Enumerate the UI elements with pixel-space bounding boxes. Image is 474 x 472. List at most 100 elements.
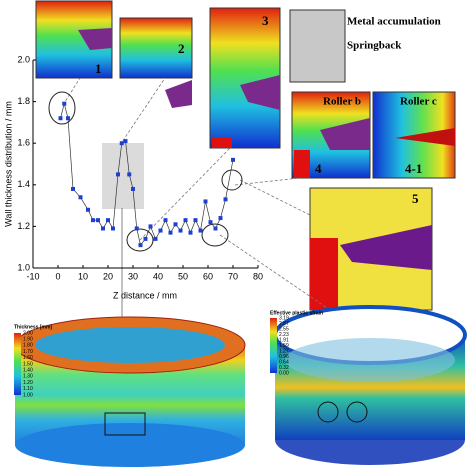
colorbar-label: 1.50	[23, 361, 33, 367]
data-point	[148, 224, 153, 229]
connectors	[48, 77, 331, 420]
annotation: Roller c	[400, 96, 437, 108]
colorbar-label: 1.70	[23, 349, 33, 355]
colorbar-label: 3.19	[279, 315, 289, 321]
colorbar-label: 2.00	[23, 330, 33, 336]
colorbar-label: 1.00	[23, 392, 33, 398]
panel-label: 3	[262, 13, 269, 28]
colorbar-label: 1.20	[23, 380, 33, 386]
roller	[320, 118, 370, 150]
data-line	[60, 103, 234, 246]
ring-inner	[285, 338, 455, 382]
insets	[35, 0, 456, 311]
mandrel	[212, 138, 232, 148]
colorbar-label: 2.23	[279, 332, 289, 338]
panel-label: 2	[178, 41, 185, 56]
y-tick-label: 1.4	[17, 179, 30, 189]
data-point	[119, 141, 124, 146]
mandrel	[310, 238, 338, 310]
data-point	[138, 243, 143, 248]
roller	[78, 28, 112, 50]
annotation: Springback	[347, 40, 402, 52]
data-point	[131, 186, 135, 191]
circle	[346, 401, 368, 423]
colorbar-label: 2.87	[279, 321, 289, 327]
colorbar-label: 0.96	[279, 354, 289, 360]
x-tick-label: -10	[26, 271, 39, 281]
roller	[395, 128, 455, 146]
circle	[201, 223, 229, 247]
x-tick-label: 0	[55, 271, 60, 281]
data-point	[231, 157, 235, 162]
colorbar-label: 1.40	[23, 368, 33, 374]
colorbar-label: 1.80	[23, 343, 33, 349]
mandrel	[294, 150, 310, 178]
colorbar-label: 0.32	[279, 365, 289, 371]
x-tick-label: 10	[78, 271, 88, 281]
y-tick-label: 1.8	[17, 96, 30, 106]
data-point	[62, 101, 67, 106]
panel-label: 5	[412, 191, 419, 206]
data-point	[58, 116, 63, 121]
connector	[62, 77, 81, 106]
x-tick-label: 20	[103, 271, 113, 281]
data-point	[168, 230, 173, 235]
data-point	[173, 222, 178, 227]
data-point	[86, 207, 90, 212]
data-point	[213, 226, 218, 231]
data-point	[127, 172, 132, 177]
zoom-box	[104, 412, 146, 436]
connector	[239, 179, 311, 216]
roller	[165, 80, 192, 108]
data-point	[188, 230, 193, 235]
data-point	[163, 218, 168, 223]
data-point	[193, 218, 198, 223]
data-point	[78, 195, 83, 200]
data-point	[66, 116, 70, 121]
data-point	[153, 236, 158, 241]
data-point	[71, 186, 75, 191]
x-axis-label: Z distance / mm	[113, 290, 177, 300]
legend-title: Effective plastic strain	[270, 310, 323, 316]
connector	[234, 177, 301, 186]
data-point	[101, 226, 105, 231]
cylinder-base	[15, 423, 245, 467]
models	[14, 305, 467, 467]
x-tick-label: 50	[178, 271, 188, 281]
data-point	[218, 216, 223, 221]
data-point	[198, 228, 203, 233]
panel-label: 4	[315, 161, 322, 176]
colorbar-label: 2.55	[279, 326, 289, 332]
data-point	[96, 218, 100, 223]
y-tick-label: 1.6	[17, 138, 30, 148]
x-tick-label: 70	[228, 271, 238, 281]
colorbar-label: 1.30	[23, 374, 33, 380]
colorbar-label: 1.90	[23, 337, 33, 343]
colorbar-label: 1.59	[279, 343, 289, 349]
connector	[139, 147, 231, 241]
panel-label: 4-1	[405, 161, 422, 176]
data-point	[143, 236, 148, 241]
colorbar-label: 1.10	[23, 386, 33, 392]
y-axis-label: Wall thickness distribution / mm	[3, 101, 13, 227]
data-point	[134, 226, 139, 231]
colorbar-label: 1.60	[23, 355, 33, 361]
annotation: Roller b	[323, 96, 361, 108]
data-point	[91, 218, 95, 223]
colorbar-label: 0.64	[279, 359, 289, 365]
roller	[340, 225, 432, 270]
highlight	[102, 143, 144, 209]
strain-colorbar	[270, 318, 277, 373]
circle	[221, 169, 243, 191]
data-point	[203, 199, 208, 204]
data-point	[116, 172, 120, 177]
annotation: Metal accumulation	[347, 16, 441, 28]
data-point	[183, 218, 188, 223]
colorbar-label: 1.27	[279, 348, 289, 354]
cylinder-inner	[35, 327, 225, 363]
data-point	[223, 197, 228, 202]
photo	[289, 9, 346, 83]
data-point	[178, 228, 183, 233]
panel-2	[119, 17, 193, 79]
